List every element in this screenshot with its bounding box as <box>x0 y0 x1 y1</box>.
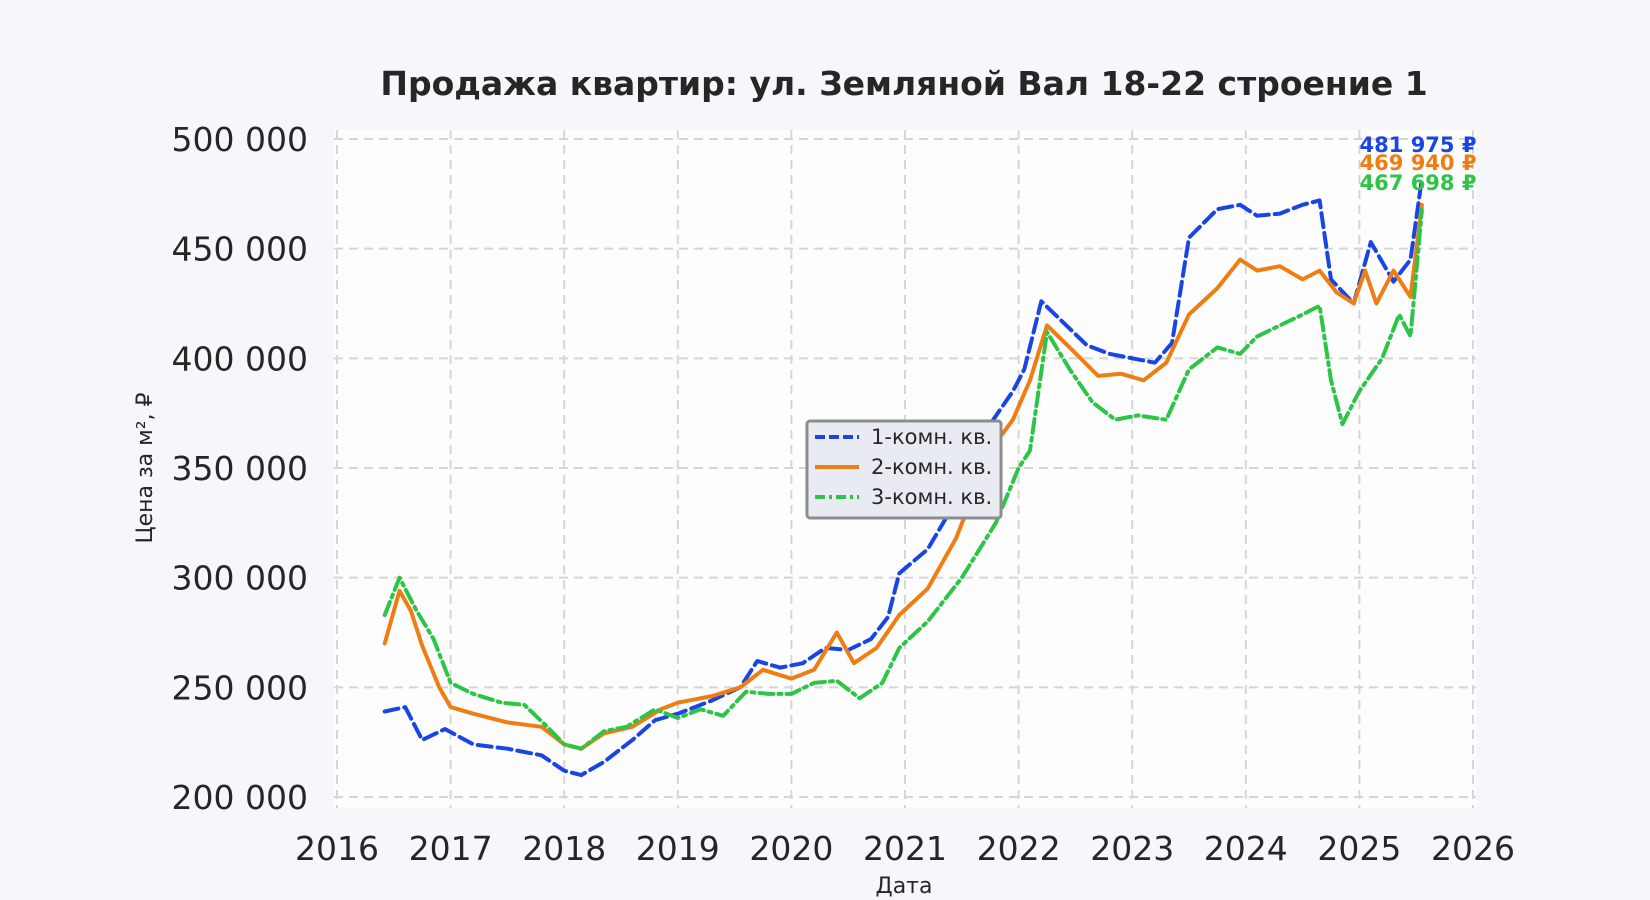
y-tick-label: 250 000 <box>172 668 308 707</box>
y-tick-label: 300 000 <box>172 559 308 598</box>
y-axis-ticks: 200 000 250 000 300 000 350 000 400 000 450 0… <box>172 120 308 817</box>
series-line-1 <box>382 176 1424 778</box>
x-tick-label: 2018 <box>522 829 606 868</box>
end-value-label-3: 467 698 ₽ <box>1360 171 1477 195</box>
legend-label-2: 2-комн. кв. <box>871 455 992 479</box>
end-labels: 481 975 ₽469 940 ₽467 698 ₽ <box>1360 133 1477 195</box>
end-value-label-1: 481 975 ₽ <box>1360 133 1477 157</box>
series-line-2 <box>382 202 1424 751</box>
series-line-3 <box>382 207 1424 751</box>
legend-label-3: 3-комн. кв. <box>871 485 992 509</box>
y-tick-label: 200 000 <box>172 778 308 817</box>
y-tick-label: 400 000 <box>172 339 308 378</box>
y-axis-label: Цена за м², ₽ <box>133 392 158 543</box>
y-tick-label: 350 000 <box>172 449 308 488</box>
x-axis-label: Дата <box>876 874 933 899</box>
end-value-label-2: 469 940 ₽ <box>1360 151 1477 175</box>
x-axis-ticks: 2016 2017 2018 2019 2020 2021 2022 2023 2024 2025… <box>295 829 1515 868</box>
x-tick-label: 2023 <box>1090 829 1174 868</box>
legend-box <box>805 419 1003 520</box>
x-tick-label: 2019 <box>636 829 720 868</box>
chart-title: Продажа квартир: ул. Земляной Вал 18-22 … <box>380 64 1427 103</box>
x-tick-label: 2016 <box>295 829 379 868</box>
x-tick-label: 2022 <box>977 829 1061 868</box>
x-tick-label: 2021 <box>863 829 947 868</box>
x-tick-label: 2017 <box>409 829 493 868</box>
series-lines <box>382 176 1424 778</box>
legend-label-1: 1-комн. кв. <box>871 425 992 449</box>
x-tick-label: 2026 <box>1431 829 1515 868</box>
legend: 1-комн. кв. 2-комн. кв. 3-комн. кв. <box>805 419 1003 520</box>
x-tick-label: 2025 <box>1317 829 1401 868</box>
x-tick-label: 2024 <box>1204 829 1288 868</box>
y-tick-label: 500 000 <box>172 120 308 159</box>
x-tick-label: 2020 <box>749 829 833 868</box>
y-tick-label: 450 000 <box>172 230 308 269</box>
